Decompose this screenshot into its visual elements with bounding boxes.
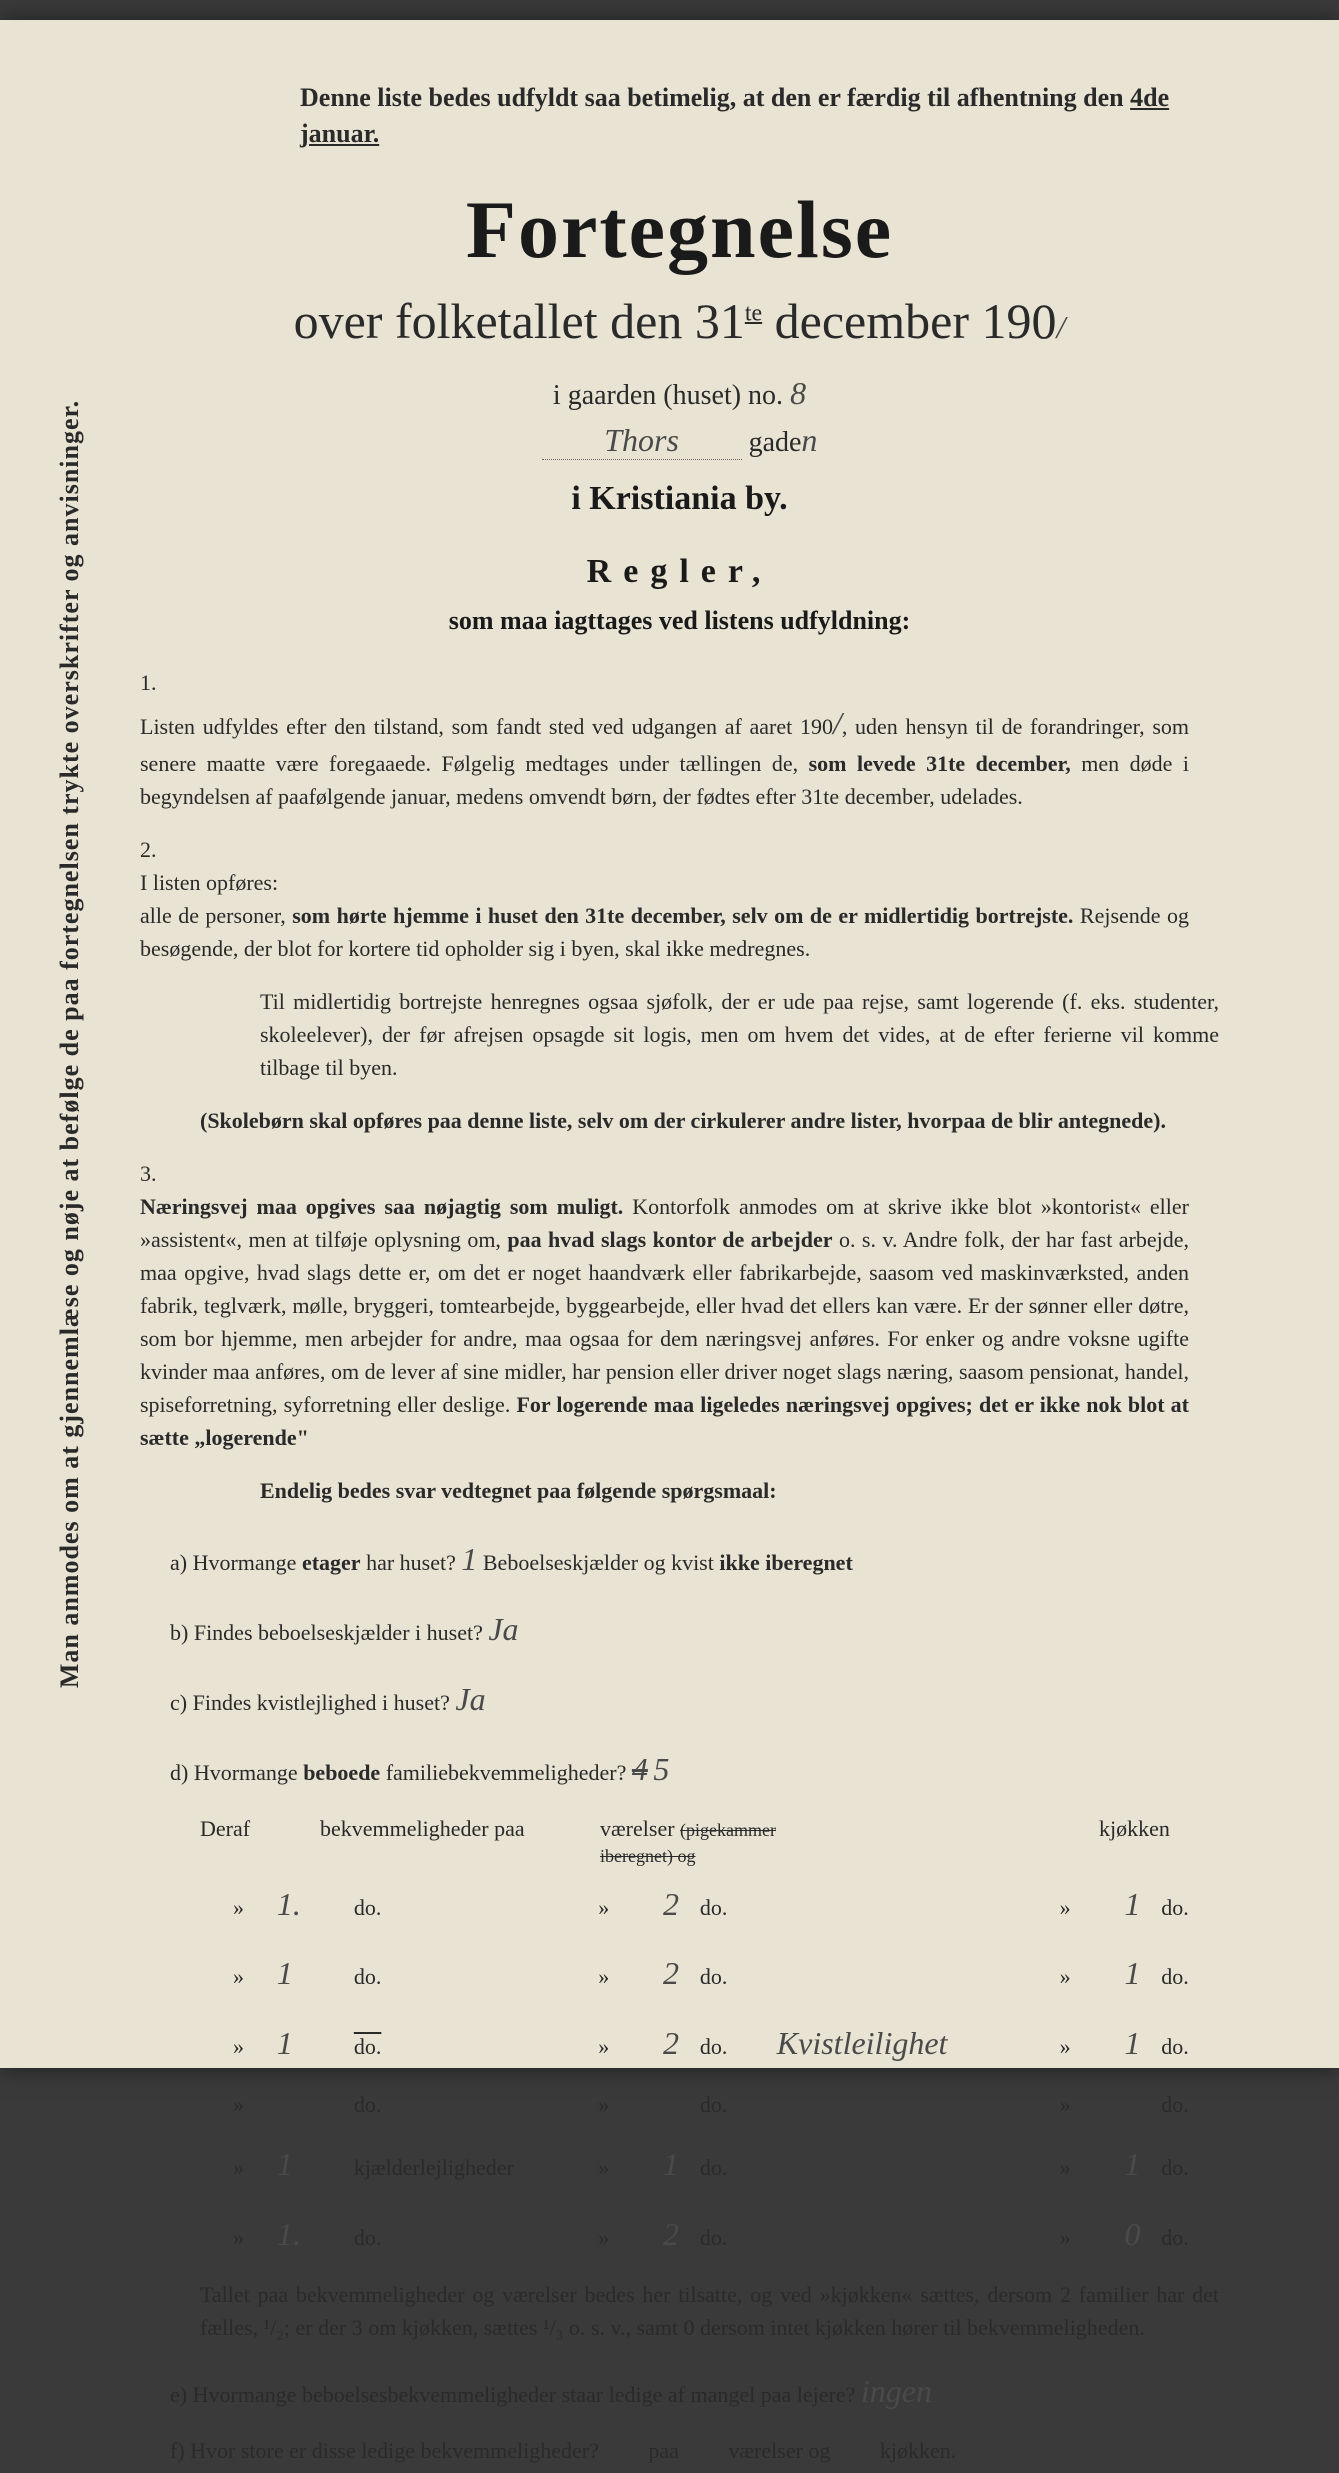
rule-2: 2. I listen opføres: alle de personer, s… xyxy=(140,833,1219,965)
subtitle: over folketallet den 31te december 190/ xyxy=(140,292,1219,350)
apartment-table: Deraf bekvemmeligheder paa værelser (pig… xyxy=(200,1816,1219,2264)
rule-2-num: 2. xyxy=(140,833,165,866)
rule-2-para2: Til midlertidig bortrejste henregnes ogs… xyxy=(260,985,1219,1084)
rule-3-body: Næringsvej maa opgives saa nøjagtig som … xyxy=(140,1190,1189,1454)
side-text-content: Man anmodes om at gjennemlæse og nøje at… xyxy=(55,400,84,1688)
question-ef: e) Hvormange beboelsesbekvemmeligheder s… xyxy=(170,2359,1219,2473)
street-name: Thors xyxy=(542,422,742,460)
table-row: »1.do.»2do.»0do. xyxy=(200,2206,1219,2264)
rule-3: 3. Næringsvej maa opgives saa nøjagtig s… xyxy=(140,1157,1219,1454)
city-line: i Kristiania by. xyxy=(140,480,1219,518)
header-notice-pre: Denne liste bedes udfyldt saa betimelig,… xyxy=(300,83,1130,112)
rule-2-body: I listen opføres: alle de personer, som … xyxy=(140,866,1189,965)
questions-header: Endelig bedes svar vedtegnet paa følgend… xyxy=(260,1474,1219,1507)
footer-note-1: Tallet paa bekvemmeligheder og værelser … xyxy=(200,2278,1219,2344)
rule-1-body: Listen udfyldes efter den tilstand, som … xyxy=(140,699,1189,813)
table-row: »1do.»2do.»1do. xyxy=(200,1945,1219,2003)
question-f: f) Hvor store er disse ledige bekvemmeli… xyxy=(170,2429,1219,2473)
side-instruction: Man anmodes om at gjennemlæse og nøje at… xyxy=(55,400,85,1688)
table-body: »1.do.»2do.»1do. »1do.»2do.»1do. »1do.»2do… xyxy=(200,1876,1219,2264)
question-b: b) Findes beboelseskjælder i huset? Ja xyxy=(170,1597,1219,1661)
question-list: a) Hvormange etager har huset? 1 Beboels… xyxy=(170,1527,1219,1801)
rule-1: 1. Listen udfyldes efter den tilstand, s… xyxy=(140,666,1219,813)
subtitle-sup: te xyxy=(745,300,762,326)
question-a: a) Hvormange etager har huset? 1 Beboels… xyxy=(170,1527,1219,1591)
table-row: »1kjælderlejligheder»1do.»1do. xyxy=(200,2136,1219,2194)
rule-3-num: 3. xyxy=(140,1157,165,1190)
main-title: Fortegnelse xyxy=(140,183,1219,277)
table-header: Deraf bekvemmeligheder paa værelser (pig… xyxy=(200,1816,1219,1868)
rules-heading: Regler, xyxy=(140,553,1219,591)
subtitle-mid: december 190 xyxy=(762,293,1056,349)
table-row: »1do.»2do.Kvistleilighet»1do. xyxy=(200,2015,1219,2073)
subtitle-year: / xyxy=(1056,309,1065,345)
question-d: d) Hvormange beboede familiebekvemmeligh… xyxy=(170,1737,1219,1801)
street-hand-suffix: n xyxy=(801,422,817,458)
rules-subheading: som maa iagttages ved listens udfyldning… xyxy=(140,606,1219,636)
rule-1-num: 1. xyxy=(140,666,165,699)
question-c: c) Findes kvistlejlighed i huset? Ja xyxy=(170,1667,1219,1731)
street-suffix: gade xyxy=(749,427,802,458)
house-line: i gaarden (huset) no. 8 xyxy=(140,375,1219,412)
table-row: »do.»do.»do. xyxy=(200,2085,1219,2125)
rule-2-bold-para: (Skolebørn skal opføres paa denne liste,… xyxy=(200,1104,1219,1137)
subtitle-pre: over folketallet den 31 xyxy=(294,293,745,349)
table-row: »1.do.»2do.»1do. xyxy=(200,1876,1219,1934)
house-label: i gaarden (huset) no. xyxy=(553,380,783,411)
document-page: Man anmodes om at gjennemlæse og nøje at… xyxy=(0,20,1339,2068)
house-number: 8 xyxy=(790,375,806,411)
question-e: e) Hvormange beboelsesbekvemmeligheder s… xyxy=(170,2359,1219,2423)
street-line: Thors gaden xyxy=(140,422,1219,460)
header-notice: Denne liste bedes udfyldt saa betimelig,… xyxy=(300,80,1219,153)
